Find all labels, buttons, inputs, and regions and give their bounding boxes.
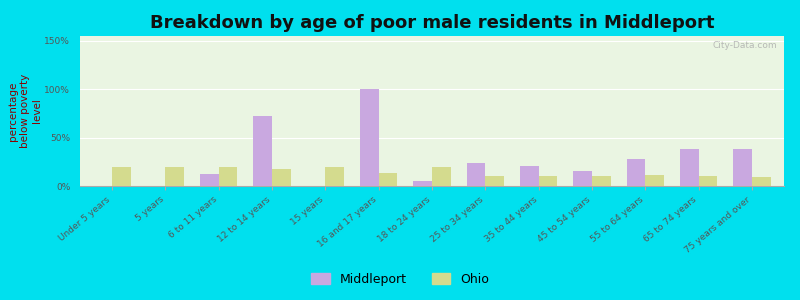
Bar — [360, 89, 378, 186]
Bar — [254, 116, 272, 186]
Bar — [432, 167, 450, 186]
Bar — [466, 163, 486, 186]
Bar — [646, 176, 664, 186]
Legend: Middleport, Ohio: Middleport, Ohio — [306, 268, 494, 291]
Bar — [680, 149, 698, 186]
Bar — [200, 174, 218, 186]
Bar — [112, 167, 130, 186]
Title: Breakdown by age of poor male residents in Middleport: Breakdown by age of poor male residents … — [150, 14, 714, 32]
Bar — [486, 176, 504, 186]
Bar — [166, 167, 184, 186]
Bar — [520, 166, 538, 186]
Bar — [272, 169, 290, 186]
Bar — [752, 177, 770, 186]
Bar — [326, 167, 344, 186]
Text: City-Data.com: City-Data.com — [712, 40, 777, 50]
Bar — [626, 159, 646, 186]
Bar — [734, 149, 752, 186]
Bar — [414, 181, 432, 186]
Bar — [218, 167, 238, 186]
Y-axis label: percentage
below poverty
level: percentage below poverty level — [9, 74, 42, 148]
Bar — [698, 176, 718, 186]
Bar — [574, 170, 592, 186]
Bar — [378, 173, 398, 186]
Bar — [538, 176, 558, 186]
Bar — [592, 176, 610, 186]
